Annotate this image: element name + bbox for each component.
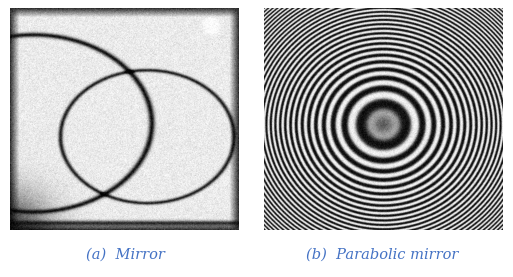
- Text: (b)  Parabolic mirror: (b) Parabolic mirror: [306, 248, 459, 262]
- Text: (a)  Mirror: (a) Mirror: [86, 248, 165, 262]
